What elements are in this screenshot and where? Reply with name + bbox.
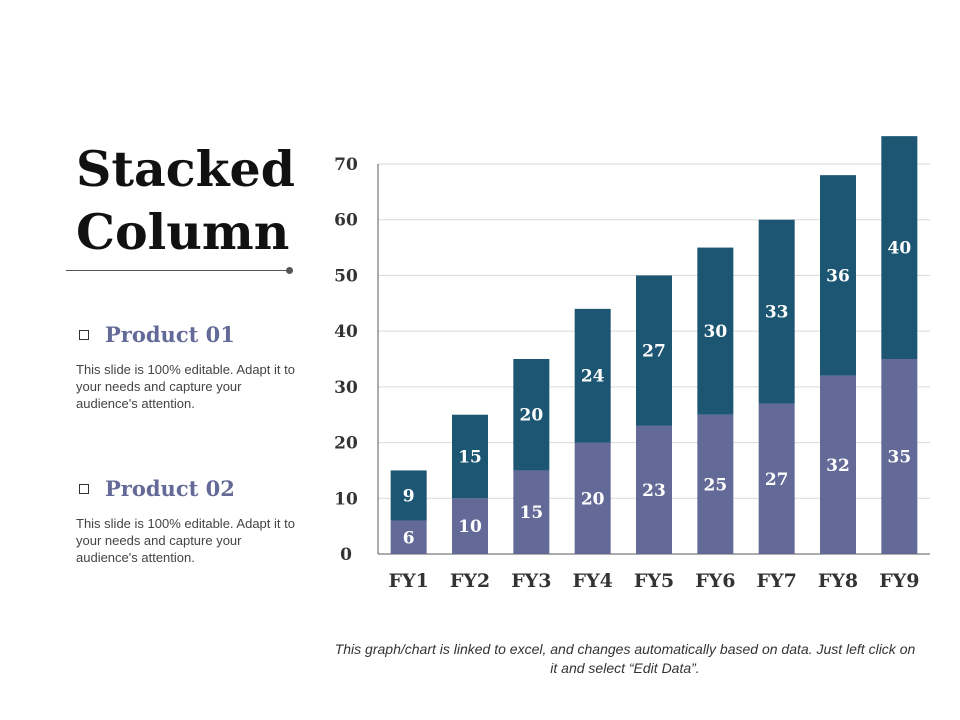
slide-title: Stacked Column bbox=[76, 138, 316, 264]
bar-bottom-segment bbox=[390, 520, 427, 554]
legend-product-01: Product 01 This slide is 100% editable. … bbox=[76, 322, 306, 412]
bar-bottom-segment bbox=[513, 470, 550, 554]
data-label-bottom: 23 bbox=[642, 481, 666, 501]
data-label-top: 24 bbox=[581, 367, 605, 387]
bar-bottom-segment bbox=[881, 359, 918, 554]
bar-bottom-segment bbox=[697, 414, 734, 554]
y-tick-label: 70 bbox=[334, 155, 358, 175]
bar-top-segment bbox=[881, 136, 918, 359]
bar-top-segment bbox=[390, 470, 427, 521]
y-tick-label: 0 bbox=[340, 545, 352, 565]
data-label-bottom: 32 bbox=[826, 456, 850, 476]
x-tick-label: FY2 bbox=[450, 570, 490, 592]
bar-top-segment bbox=[574, 308, 611, 443]
legend-product-02: Product 02 This slide is 100% editable. … bbox=[76, 476, 306, 566]
chart-footnote: This graph/chart is linked to excel, and… bbox=[334, 641, 916, 676]
data-label-bottom: 10 bbox=[458, 517, 482, 537]
legend-title: Product 02 bbox=[105, 476, 235, 501]
x-tick-label: FY7 bbox=[757, 570, 797, 592]
bar-top-segment bbox=[636, 275, 672, 426]
y-tick-label: 10 bbox=[334, 489, 358, 509]
y-tick-label: 60 bbox=[334, 211, 358, 231]
title-line-2: Column bbox=[76, 203, 290, 261]
data-label-top: 27 bbox=[642, 342, 666, 362]
x-tick-label: FY6 bbox=[695, 570, 735, 592]
y-tick-label: 20 bbox=[334, 434, 358, 454]
legend-description: This slide is 100% editable. Adapt it to… bbox=[76, 362, 295, 411]
data-label-top: 36 bbox=[826, 266, 850, 286]
data-label-bottom: 35 bbox=[887, 448, 911, 468]
divider-dot bbox=[286, 267, 293, 274]
y-tick-label: 40 bbox=[334, 322, 358, 342]
legend-title: Product 01 bbox=[105, 322, 235, 347]
x-tick-label: FY4 bbox=[573, 570, 613, 592]
bar-bottom-segment bbox=[636, 425, 672, 554]
x-tick-label: FY8 bbox=[818, 570, 858, 592]
data-label-bottom: 20 bbox=[581, 489, 605, 509]
data-label-top: 40 bbox=[887, 239, 911, 259]
data-label-bottom: 15 bbox=[519, 503, 543, 523]
data-label-bottom: 27 bbox=[765, 470, 789, 490]
bar-top-segment bbox=[697, 247, 734, 415]
y-tick-label: 30 bbox=[334, 378, 358, 398]
data-label-top: 20 bbox=[519, 406, 543, 426]
x-tick-label: FY5 bbox=[634, 570, 674, 592]
legend-description: This slide is 100% editable. Adapt it to… bbox=[76, 516, 295, 565]
square-bullet-icon bbox=[79, 329, 89, 340]
bar-top-segment bbox=[758, 219, 795, 404]
bar-bottom-segment bbox=[820, 375, 856, 554]
square-bullet-icon bbox=[79, 483, 89, 494]
bar-bottom-segment bbox=[452, 498, 488, 554]
data-label-top: 9 bbox=[403, 487, 415, 507]
y-tick-label: 50 bbox=[334, 266, 358, 286]
x-tick-label: FY3 bbox=[511, 570, 551, 592]
data-label-top: 15 bbox=[458, 448, 482, 468]
bar-top-segment bbox=[452, 414, 488, 499]
data-label-top: 33 bbox=[765, 303, 789, 323]
bar-bottom-segment bbox=[574, 442, 611, 554]
x-tick-label: FY1 bbox=[389, 570, 429, 592]
bar-top-segment bbox=[820, 175, 856, 376]
title-divider bbox=[66, 270, 290, 271]
bar-top-segment bbox=[513, 359, 550, 471]
data-label-bottom: 6 bbox=[403, 528, 415, 548]
bar-bottom-segment bbox=[758, 403, 795, 554]
title-line-1: Stacked bbox=[76, 140, 295, 198]
data-label-top: 30 bbox=[703, 322, 727, 342]
data-label-bottom: 25 bbox=[703, 475, 727, 495]
x-tick-label: FY9 bbox=[879, 570, 919, 592]
